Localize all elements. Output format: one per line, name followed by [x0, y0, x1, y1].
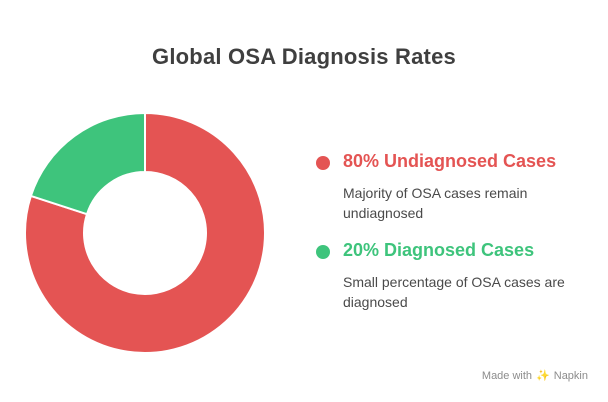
- legend-description-undiagnosed: Majority of OSA cases remain undiagnosed: [343, 185, 528, 221]
- watermark-prefix: Made with: [481, 369, 533, 382]
- legend-description-diagnosed: Small percentage of OSA cases are diagno…: [343, 274, 565, 310]
- legend-dot-undiagnosed: [316, 156, 330, 170]
- donut-slice-diagnosed: [29, 111, 146, 216]
- watermark: Made with ✨ Napkin: [481, 369, 588, 383]
- legend-label-undiagnosed: 80% Undiagnosed Cases: [343, 151, 557, 171]
- legend-dot-diagnosed: [316, 245, 330, 259]
- legend-label-diagnosed: 20% Diagnosed Cases: [343, 240, 535, 260]
- donut-slice-undiagnosed: [24, 111, 266, 354]
- watermark-brand: Napkin: [553, 369, 588, 382]
- chart-title: Global OSA Diagnosis Rates: [152, 44, 456, 69]
- napkin-logo-icon: ✨: [536, 370, 550, 382]
